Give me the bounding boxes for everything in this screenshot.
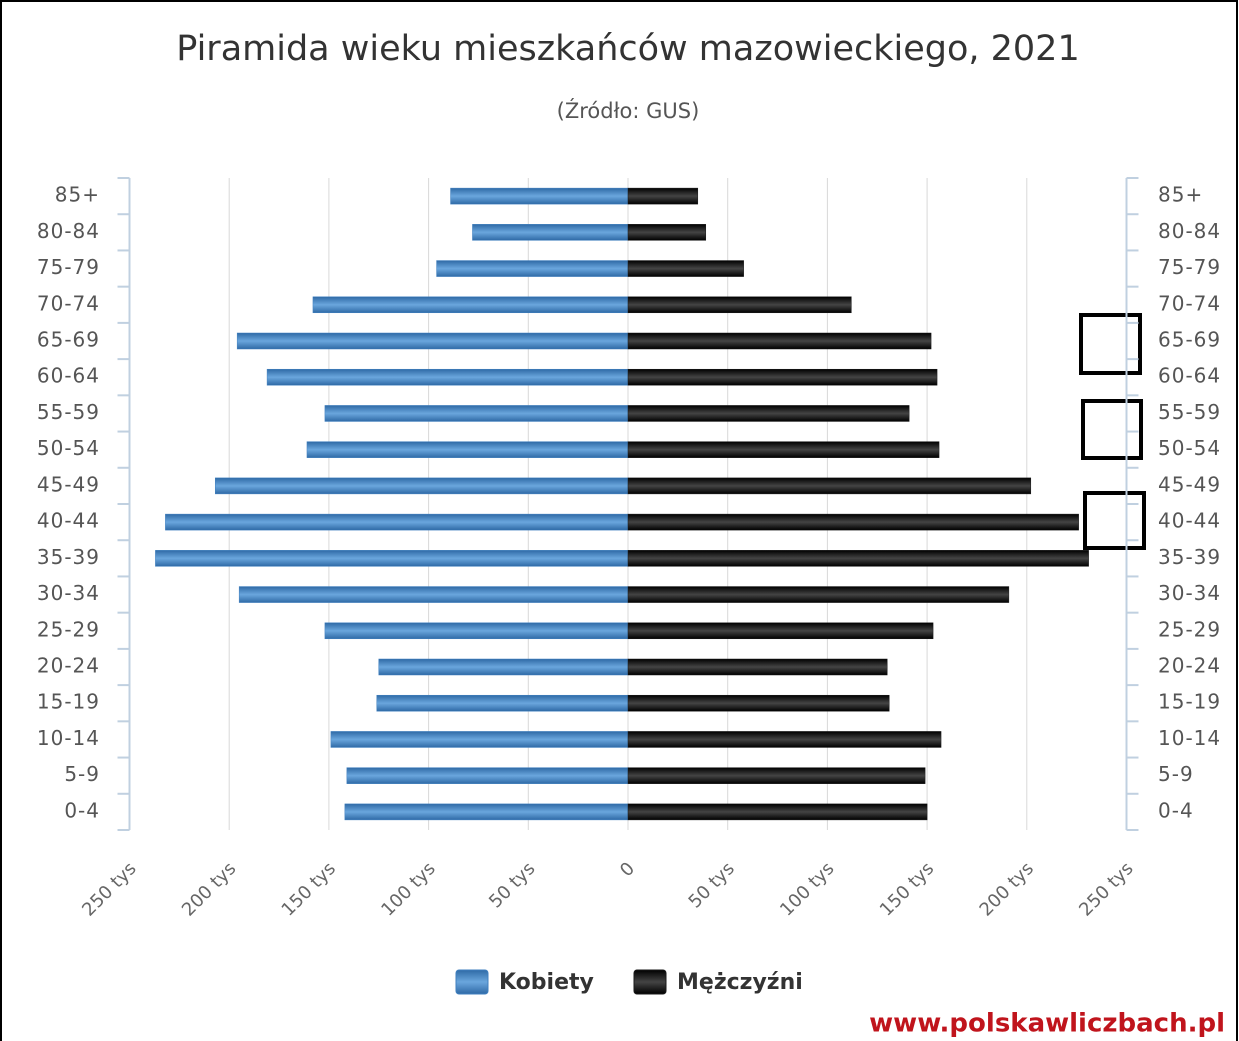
category-label: 70-74 [37, 291, 100, 315]
bar [346, 767, 629, 784]
category-label: 80-84 [1158, 219, 1221, 243]
x-tick-label: 0 [616, 858, 639, 881]
category-label: 10-14 [37, 726, 100, 750]
category-label: 45-49 [37, 472, 100, 496]
bar [627, 368, 938, 386]
bar [330, 731, 629, 748]
bar [627, 332, 932, 350]
annotation-box [1079, 313, 1142, 375]
category-label: 50-54 [1158, 436, 1221, 460]
chart-subtitle: (Źródło: GUS) [557, 98, 700, 123]
x-tick-label: 250 tys [78, 858, 140, 920]
bar [627, 803, 928, 821]
annotation-box [1081, 399, 1143, 460]
source: www.polskawliczbach.pl [869, 1009, 1225, 1039]
category-label: 45-49 [1158, 472, 1221, 496]
x-tick-label: 200 tys [976, 858, 1038, 920]
legend-swatch [633, 969, 667, 995]
category-label: 30-34 [37, 581, 100, 605]
bar [627, 224, 707, 241]
category-label: 15-19 [37, 690, 100, 714]
legend-swatch [455, 969, 489, 995]
x-tick-label: 50 tys [485, 858, 539, 912]
bar [627, 441, 940, 458]
bar [627, 586, 1010, 603]
bar [214, 477, 629, 495]
bar [627, 550, 1089, 567]
category-label: 80-84 [37, 219, 100, 243]
bar [472, 224, 629, 241]
category-label: 75-79 [37, 255, 100, 279]
category-label: 60-64 [37, 364, 100, 388]
bar [378, 658, 629, 676]
category-label: 15-19 [1158, 690, 1221, 714]
category-label: 10-14 [1158, 726, 1221, 750]
bar [324, 405, 629, 422]
bar [324, 622, 629, 640]
category-label: 25-29 [37, 617, 100, 641]
x-tick-label: 150 tys [278, 858, 340, 920]
bar [627, 658, 888, 676]
category-label: 60-64 [1158, 364, 1221, 388]
category-label: 55-59 [1158, 400, 1221, 424]
bar [155, 550, 629, 567]
x-tick-label: 100 tys [377, 858, 439, 920]
legend-label: Mężczyźni [677, 970, 803, 995]
bar [627, 767, 926, 784]
bar [436, 260, 629, 277]
category-label: 65-69 [37, 328, 100, 352]
x-tick-label: 150 tys [876, 858, 938, 920]
bar [238, 586, 629, 603]
bar [627, 731, 942, 748]
x-tick-label: 250 tys [1075, 858, 1137, 920]
x-tick-label: 100 tys [776, 858, 838, 920]
category-label: 30-34 [1158, 581, 1221, 605]
bar [312, 296, 629, 314]
category-label: 55-59 [37, 400, 100, 424]
x-tick-label: 50 tys [685, 858, 739, 912]
bar [627, 405, 910, 422]
bar [344, 803, 629, 821]
bar [627, 477, 1032, 495]
bar [266, 368, 629, 386]
category-label: 40-44 [1158, 509, 1221, 533]
category-label: 35-39 [37, 545, 100, 569]
bar [627, 296, 852, 314]
x-tick-label: 200 tys [178, 858, 240, 920]
bar [376, 694, 629, 712]
annotation-box [1083, 491, 1146, 550]
category-label: 20-24 [1158, 654, 1221, 678]
category-label: 35-39 [1158, 545, 1221, 569]
category-label: 0-4 [1158, 798, 1194, 822]
bar [627, 694, 890, 712]
bar [306, 441, 629, 458]
category-label: 20-24 [37, 654, 100, 678]
category-label: 50-54 [37, 436, 100, 460]
category-label: 25-29 [1158, 617, 1221, 641]
category-label: 70-74 [1158, 291, 1221, 315]
category-label: 85+ [55, 183, 100, 207]
bar [450, 187, 629, 205]
category-label: 0-4 [64, 798, 100, 822]
category-label: 85+ [1158, 183, 1203, 207]
chart-title: Piramida wieku mieszkańców mazowieckiego… [176, 29, 1079, 69]
category-label: 5-9 [1158, 762, 1194, 786]
bar [627, 260, 744, 277]
bar [627, 187, 699, 205]
bar [236, 332, 629, 350]
bar [627, 513, 1079, 531]
category-label: 40-44 [37, 509, 100, 533]
category-label: 5-9 [64, 762, 100, 786]
category-label: 65-69 [1158, 328, 1221, 352]
bar [165, 513, 629, 531]
legend-label: Kobiety [499, 970, 594, 995]
category-label: 75-79 [1158, 255, 1221, 279]
bar [627, 622, 934, 640]
